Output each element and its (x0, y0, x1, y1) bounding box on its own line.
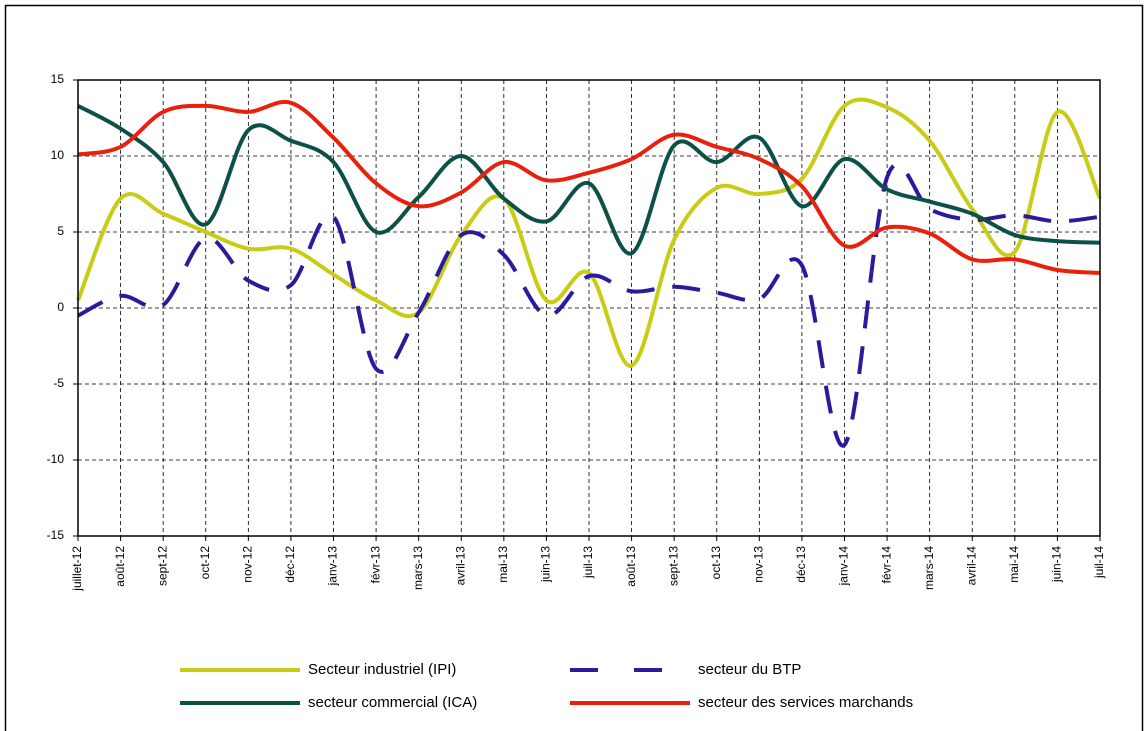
legend-label: secteur des services marchands (698, 694, 913, 711)
x-tick-label: avril-13 (453, 546, 467, 586)
series-line (77, 162, 1101, 448)
x-tick-label: sept-12 (155, 546, 169, 586)
x-tick-label: mars-14 (922, 546, 936, 590)
x-tick-label: mai-14 (1007, 546, 1021, 583)
y-tick-label: 5 (57, 224, 64, 238)
y-tick-label: 0 (57, 300, 64, 314)
x-tick-label: avril-14 (964, 546, 978, 586)
y-tick-label: -10 (47, 452, 65, 466)
x-tick-label: juil-13 (581, 546, 595, 579)
legend-label: secteur du BTP (698, 661, 801, 678)
x-tick-label: déc-12 (283, 546, 297, 583)
x-tick-label: nov-12 (241, 546, 255, 583)
x-tick-label: janv-14 (837, 546, 851, 587)
y-tick-label: -15 (47, 528, 65, 542)
x-tick-label: août-12 (113, 546, 127, 587)
x-tick-label: mai-13 (496, 546, 510, 583)
y-tick-label: -5 (53, 376, 64, 390)
x-tick-label: mars-13 (411, 546, 425, 590)
x-tick-label: févr-14 (879, 546, 893, 584)
x-tick-label: juin-13 (539, 546, 553, 583)
x-tick-label: oct-13 (709, 546, 723, 580)
series-line (77, 104, 1101, 256)
y-tick-label: 10 (51, 148, 65, 162)
x-tick-label: déc-13 (794, 546, 808, 583)
series-line (77, 99, 1101, 276)
x-tick-label: nov-13 (752, 546, 766, 583)
x-tick-label: juin-14 (1050, 546, 1064, 583)
x-tick-label: sept-13 (666, 546, 680, 586)
legend-label: secteur commercial (ICA) (308, 694, 477, 711)
x-tick-label: juillet-12 (70, 546, 84, 592)
series-line (76, 97, 1102, 368)
x-tick-label: août-13 (624, 546, 638, 587)
y-tick-label: 15 (51, 72, 65, 86)
x-tick-label: févr-13 (368, 546, 382, 584)
legend-label: Secteur industriel (IPI) (308, 661, 456, 678)
x-tick-label: janv-13 (326, 546, 340, 587)
x-tick-label: juil-14 (1092, 546, 1106, 579)
frame (4, 4, 1144, 731)
x-tick-label: oct-12 (198, 546, 212, 580)
